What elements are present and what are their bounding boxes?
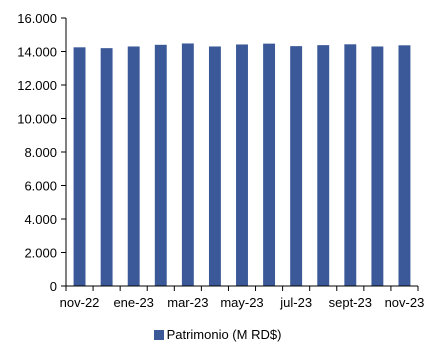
legend-swatch	[153, 330, 164, 340]
bar-feb-23	[154, 44, 167, 286]
x-axis: nov-22 ene-23 mar-23 may-23 jul-23 sept-23 nov…	[60, 285, 425, 310]
bar-oct-23	[371, 46, 384, 286]
bar-ene-23	[127, 46, 140, 286]
bar-may-23	[236, 44, 248, 287]
bar-sept-23	[344, 44, 357, 286]
bar-nov-22	[73, 47, 86, 286]
bar-jul-23	[290, 46, 303, 286]
x-tick-label: mar-23	[167, 295, 208, 310]
y-tick-label: 2.000	[24, 246, 57, 261]
chart-legend: Patrimonio (M RD$)	[0, 327, 435, 342]
x-tick-label: jul-23	[279, 295, 312, 310]
y-tick-label: 8.000	[24, 145, 57, 160]
y-tick-label: 6.000	[24, 179, 57, 194]
legend-label: Patrimonio (M RD$)	[166, 327, 282, 342]
x-tick-label: nov-23	[385, 295, 425, 310]
bar-nov-23	[398, 45, 411, 286]
bar-ago-23	[317, 45, 330, 287]
y-tick-label: 4.000	[24, 212, 57, 227]
y-tick-label: 0	[50, 279, 57, 294]
y-tick-label: 16.000	[17, 11, 57, 26]
y-axis: 0 2.000 4.000 6.000 8.000 10.000 12.000 14.000 1…	[17, 11, 67, 294]
y-tick-label: 14.000	[17, 45, 57, 60]
bar-mar-23	[181, 43, 194, 287]
x-tick-label: sept-23	[329, 295, 372, 310]
x-tick-label: nov-22	[60, 295, 100, 310]
x-tick-label: ene-23	[113, 295, 153, 310]
bar-dic-22	[100, 48, 113, 287]
y-tick-label: 12.000	[17, 78, 57, 93]
x-tick-label: may-23	[220, 295, 263, 310]
y-tick-label: 10.000	[17, 112, 57, 127]
bar-series	[73, 43, 411, 287]
bar-abr-23	[208, 46, 221, 286]
bar-jun-23	[263, 43, 276, 286]
